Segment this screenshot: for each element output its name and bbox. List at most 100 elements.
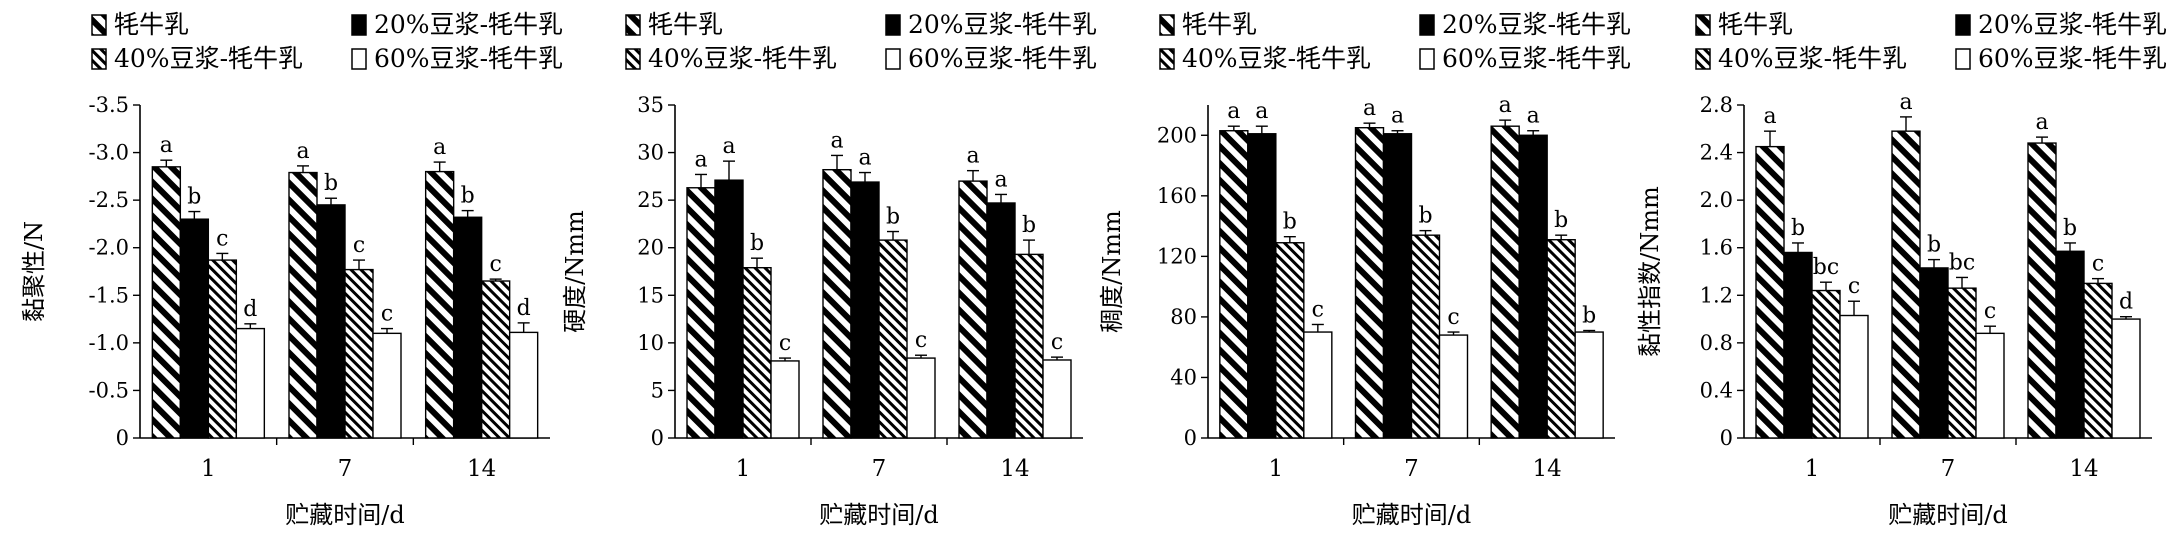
significance-letter: c <box>1848 274 1860 299</box>
significance-letter: b <box>1022 213 1036 238</box>
significance-letter: a <box>433 135 446 160</box>
chart-panel-4: 牦牛乳 20%豆浆-牦牛乳 40%豆浆-牦牛乳 60%豆浆-牦牛乳 0 0.4 0.8 1.2… <box>1636 10 2167 529</box>
y-tick-label: 80 <box>1170 305 1197 329</box>
chart-panel-2: 牦牛乳 20%豆浆-牦牛乳 40%豆浆-牦牛乳 60%豆浆-牦牛乳 0 5 10 15 20 25… <box>561 10 1097 529</box>
y-tick-label: -1.5 <box>89 283 130 307</box>
significance-letter: a <box>830 128 843 153</box>
y-tick-label: 40 <box>1170 365 1197 389</box>
legend-swatch <box>1419 14 1435 36</box>
significance-letter: a <box>994 167 1007 192</box>
significance-letter: a <box>1527 104 1540 129</box>
y-tick-label: 160 <box>1157 184 1197 208</box>
significance-letter: c <box>2092 252 2104 277</box>
y-axis-title: 稠度/Nmm <box>1098 210 1126 333</box>
legend-swatch <box>1159 14 1175 36</box>
bar <box>1410 234 1441 439</box>
legend-label: 60%豆浆-牦牛乳 <box>1978 44 2167 73</box>
legend-swatch <box>625 48 641 70</box>
y-tick-label: 25 <box>637 188 664 212</box>
significance-letter: a <box>160 133 173 158</box>
significance-letter: bc <box>1949 250 1975 275</box>
y-tick-label: -3.5 <box>89 93 130 117</box>
bar <box>1303 331 1333 439</box>
legend-swatch <box>351 14 367 36</box>
y-tick-label: 2.4 <box>1700 141 1733 165</box>
y-tick-label: 0.8 <box>1700 331 1733 355</box>
significance-letter: a <box>1763 104 1776 129</box>
legend-swatch <box>1695 48 1711 70</box>
bar <box>686 187 716 439</box>
significance-letter: a <box>1899 90 1912 115</box>
x-tick-label: 1 <box>736 456 751 482</box>
y-tick-label: 2.0 <box>1700 188 1733 212</box>
bar <box>1811 289 1841 439</box>
y-tick-label: 200 <box>1157 123 1197 147</box>
bar <box>1042 359 1072 439</box>
y-tick-label: 0 <box>116 426 129 450</box>
significance-letter: c <box>1051 330 1063 355</box>
bar <box>508 331 539 439</box>
bar <box>1219 130 1249 439</box>
y-tick-label: 0 <box>1184 426 1197 450</box>
bar <box>179 218 210 439</box>
bar <box>207 259 238 439</box>
x-axis-title: 贮藏时间/d <box>1888 501 2007 529</box>
legend-swatch <box>625 14 641 36</box>
bar <box>714 179 744 439</box>
x-tick-label: 14 <box>467 456 496 482</box>
bar <box>452 216 483 439</box>
x-tick-label: 14 <box>1533 456 1562 482</box>
x-axis-title: 贮藏时间/d <box>819 501 938 529</box>
y-tick-label: 30 <box>637 141 664 165</box>
significance-letter: a <box>1391 104 1404 129</box>
legend-label: 60%豆浆-牦牛乳 <box>374 44 563 73</box>
bar <box>2111 318 2141 439</box>
bar <box>1947 287 1977 439</box>
chart-panel-1: 牦牛乳 20%豆浆-牦牛乳 40%豆浆-牦牛乳 60%豆浆-牦牛乳 0 -0.5 -1.0 -… <box>20 10 563 529</box>
x-axis-title: 贮藏时间/d <box>285 501 404 529</box>
legend-label: 牦牛乳 <box>1182 10 1257 39</box>
bar <box>344 268 374 439</box>
bar <box>424 170 455 439</box>
bar <box>2083 282 2113 439</box>
x-tick-label: 1 <box>1269 456 1284 482</box>
legend-swatch <box>1419 48 1435 70</box>
legend-label: 牦牛乳 <box>648 10 723 39</box>
significance-letter: b <box>1418 204 1432 229</box>
y-tick-label: 0 <box>1720 426 1733 450</box>
chart-panel-3: 牦牛乳 20%豆浆-牦牛乳 40%豆浆-牦牛乳 60%豆浆-牦牛乳 0 40 80 120 16… <box>1098 10 1631 529</box>
legend-label: 20%豆浆-牦牛乳 <box>374 10 563 39</box>
significance-letter: c <box>381 302 393 327</box>
significance-letter: b <box>461 184 475 209</box>
significance-letter: a <box>694 147 707 172</box>
y-axis-title: 硬度/Nmm <box>561 210 589 333</box>
x-tick-label: 7 <box>872 456 887 482</box>
y-tick-label: 5 <box>651 378 664 402</box>
significance-letter: a <box>858 146 871 171</box>
x-tick-label: 7 <box>1404 456 1419 482</box>
legend-label: 20%豆浆-牦牛乳 <box>1978 10 2167 39</box>
significance-letter: c <box>915 328 927 353</box>
x-tick-label: 7 <box>338 456 353 482</box>
legend-label: 牦牛乳 <box>1718 10 1793 39</box>
x-axis-title: 贮藏时间/d <box>1352 501 1471 529</box>
significance-letter: c <box>216 226 228 251</box>
significance-letter: bc <box>1813 255 1839 280</box>
significance-letter: b <box>1283 210 1297 235</box>
y-axis-title: 黏性指数/Nmm <box>1636 186 1664 357</box>
bar <box>1891 130 1921 439</box>
bar <box>151 166 182 439</box>
bar <box>2055 250 2085 439</box>
bar <box>742 266 772 439</box>
x-tick-label: 14 <box>1000 456 1029 482</box>
significance-letter: a <box>966 144 979 169</box>
bar <box>372 332 402 439</box>
bar <box>288 171 318 439</box>
significance-letter: b <box>750 231 764 256</box>
bar <box>770 360 800 439</box>
significance-letter: a <box>1255 99 1268 124</box>
legend-label: 牦牛乳 <box>114 10 189 39</box>
legend-label: 40%豆浆-牦牛乳 <box>1182 44 1371 73</box>
bar <box>986 202 1016 439</box>
